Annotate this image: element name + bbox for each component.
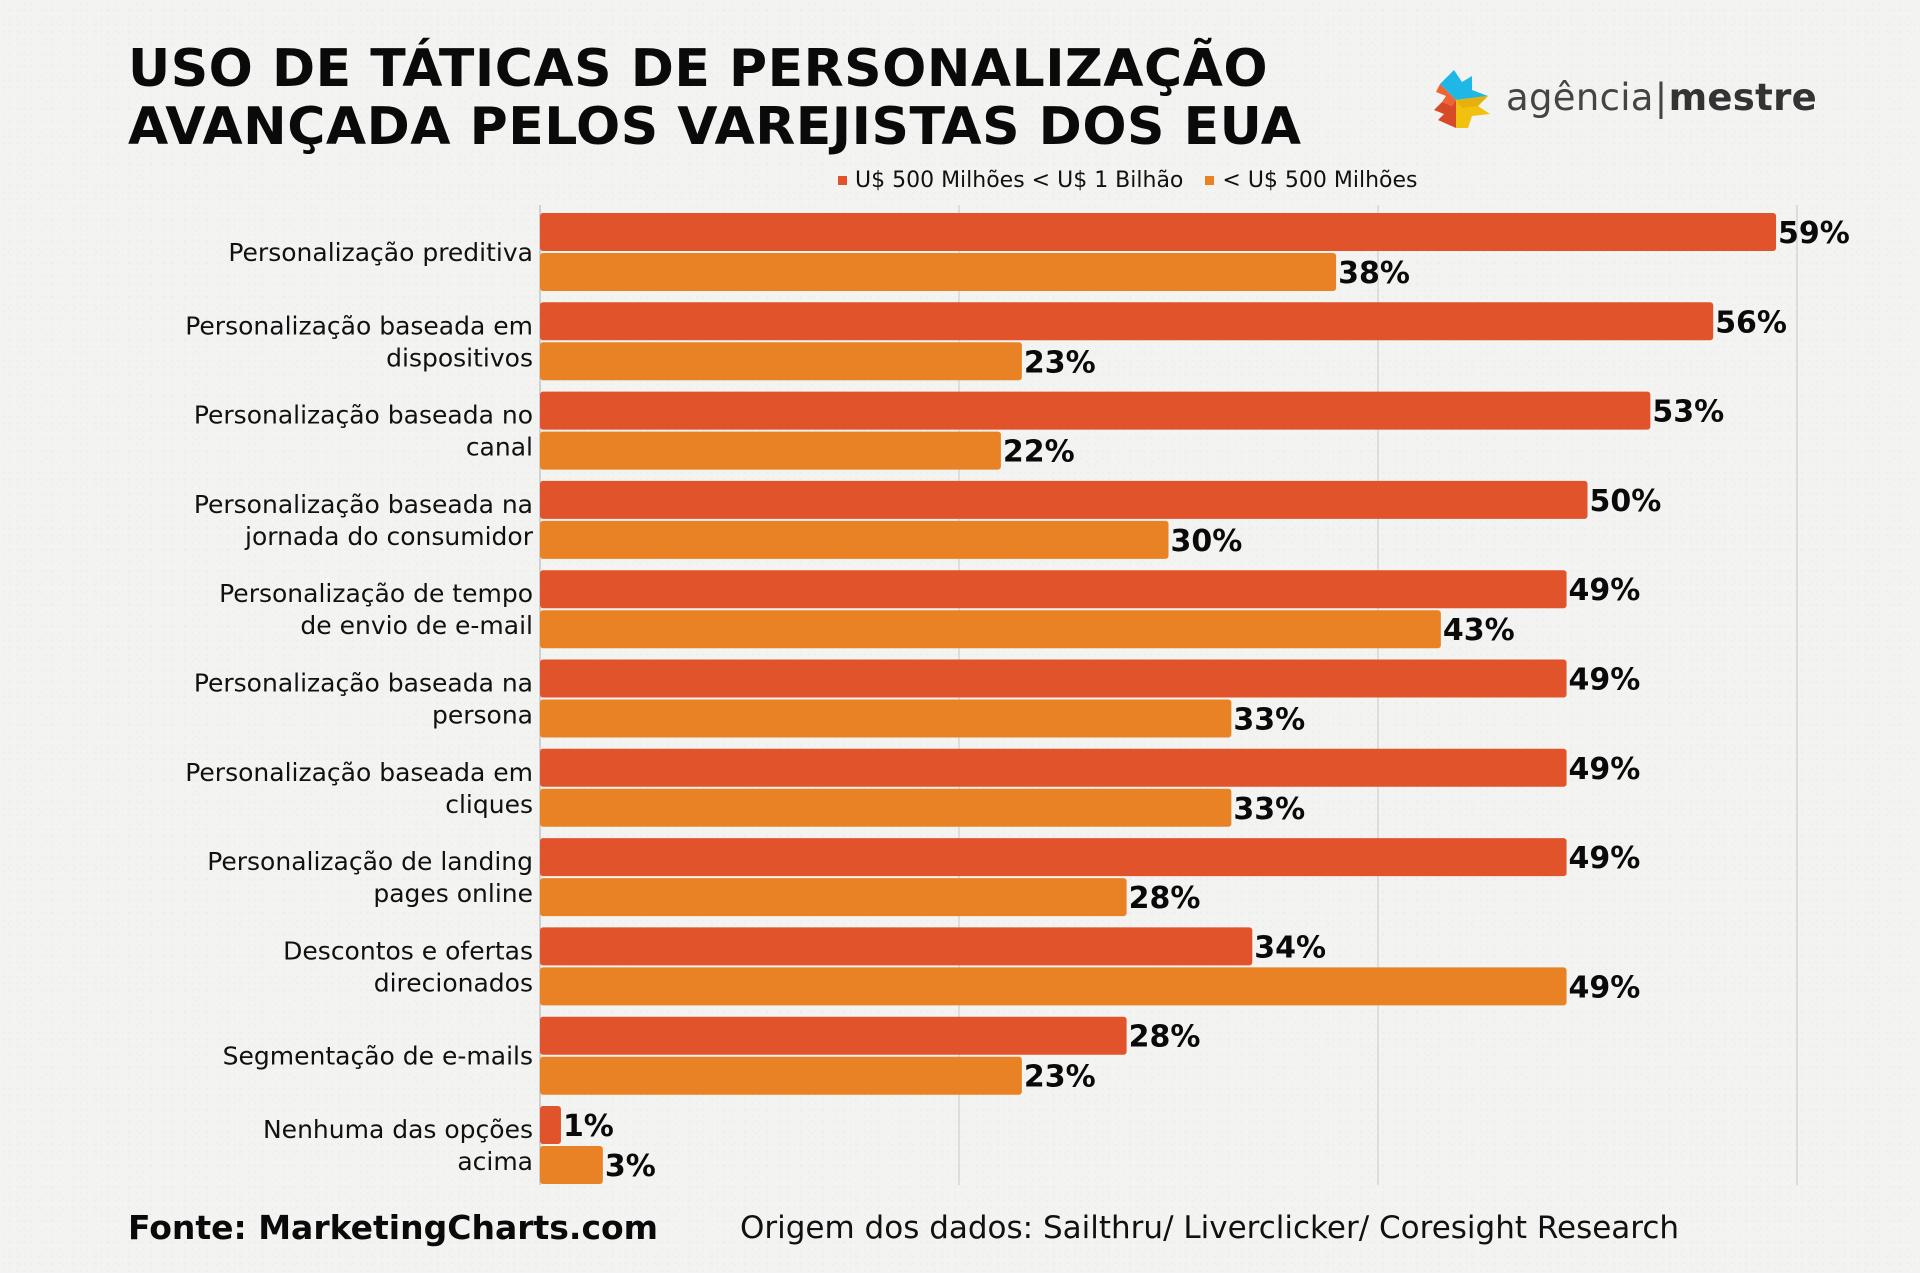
bar-8-series-2 bbox=[540, 878, 1127, 917]
chart-title-line-1: USO DE TÁTICAS DE PERSONALIZAÇÃO bbox=[128, 39, 1269, 99]
bar-4-series-1 bbox=[540, 480, 1588, 519]
category-label-6-line-2: persona bbox=[432, 701, 533, 730]
category-label-11-line-1: Nenhuma das opções bbox=[263, 1115, 533, 1144]
bar-8-series-1 bbox=[540, 838, 1567, 877]
legend-swatch-series-2 bbox=[1205, 176, 1215, 185]
logo-separator: | bbox=[1654, 75, 1668, 119]
value-label-5-series-1: 49% bbox=[1569, 573, 1641, 608]
category-label-2-line-2: dispositivos bbox=[386, 343, 533, 372]
value-label-2-series-2: 23% bbox=[1024, 345, 1096, 380]
category-label-6-line-1: Personalização baseada na bbox=[194, 669, 533, 698]
value-label-4-series-2: 30% bbox=[1171, 524, 1243, 559]
value-label-4-series-1: 50% bbox=[1590, 484, 1662, 519]
bar-10-series-1 bbox=[540, 1016, 1127, 1055]
value-label-3-series-1: 53% bbox=[1652, 395, 1724, 430]
category-label-4-line-2: jornada do consumidor bbox=[244, 522, 534, 551]
bar-9-series-1 bbox=[540, 927, 1253, 966]
bar-3-series-2 bbox=[540, 431, 1001, 470]
source-credit: Fonte: MarketingCharts.com bbox=[128, 1208, 659, 1247]
value-label-1-series-2: 38% bbox=[1338, 256, 1410, 291]
bar-9-series-2 bbox=[540, 967, 1567, 1006]
bar-2-series-1 bbox=[540, 302, 1714, 341]
bar-6-series-2 bbox=[540, 699, 1232, 738]
value-label-5-series-2: 43% bbox=[1443, 613, 1515, 648]
value-label-11-series-2: 3% bbox=[605, 1149, 656, 1184]
category-label-8-line-1: Personalização de landing bbox=[207, 847, 533, 876]
agencia-mestre-logo: agência|mestre bbox=[1432, 62, 1817, 132]
bar-11-series-2 bbox=[540, 1146, 603, 1184]
value-label-6-series-1: 49% bbox=[1569, 663, 1641, 698]
agencia-mestre-star-logo-icon bbox=[1434, 70, 1490, 128]
legend-item-series-2: < U$ 500 Milhões bbox=[1205, 168, 1418, 193]
logo-wordmark: agência|mestre bbox=[1506, 76, 1817, 119]
logo-text-mestre: mestre bbox=[1668, 75, 1818, 119]
value-label-7-series-2: 33% bbox=[1233, 792, 1305, 827]
bar-1-series-1 bbox=[540, 213, 1777, 251]
bar-1-series-2 bbox=[540, 253, 1337, 291]
bars bbox=[540, 213, 1777, 1184]
bar-10-series-2 bbox=[540, 1056, 1022, 1095]
bar-7-series-2 bbox=[540, 788, 1232, 827]
category-label-3-line-2: canal bbox=[466, 433, 533, 462]
category-label-7-line-2: cliques bbox=[445, 790, 533, 819]
value-label-11-series-1: 1% bbox=[563, 1109, 614, 1144]
category-label-4-line-1: Personalização baseada na bbox=[194, 490, 533, 519]
category-labels: Personalização preditiva Personalização b… bbox=[185, 238, 533, 1176]
bar-2-series-2 bbox=[540, 342, 1022, 381]
value-label-6-series-2: 33% bbox=[1233, 703, 1305, 738]
category-label-9-line-1: Descontos e ofertas bbox=[283, 936, 533, 965]
logo-text-agencia: agência bbox=[1506, 75, 1654, 119]
value-label-10-series-1: 28% bbox=[1129, 1020, 1201, 1055]
bar-11-series-1 bbox=[540, 1106, 561, 1144]
value-label-8-series-2: 28% bbox=[1129, 881, 1201, 916]
value-label-7-series-1: 49% bbox=[1569, 752, 1641, 787]
chart-title-line-2: AVANÇADA PELOS VAREJISTAS DOS EUA bbox=[128, 97, 1302, 157]
bar-3-series-1 bbox=[540, 391, 1651, 430]
legend-label-series-2: < U$ 500 Milhões bbox=[1222, 168, 1418, 193]
legend-item-series-1: U$ 500 Milhões < U$ 1 Bilhão bbox=[838, 168, 1183, 193]
category-label-11-line-2: acima bbox=[457, 1147, 533, 1176]
bar-6-series-1 bbox=[540, 659, 1567, 698]
value-labels: 59% 38% 56% 23% 53% 22% 50% 30% 49% 43% 49% 33% 49% 3… bbox=[563, 216, 1850, 1184]
value-label-3-series-2: 22% bbox=[1003, 435, 1075, 470]
bar-7-series-1 bbox=[540, 748, 1567, 787]
data-origin: Origem dos dados: Sailthru/ Liverclicker… bbox=[740, 1210, 1680, 1246]
category-label-2-line-1: Personalização baseada em bbox=[185, 311, 533, 340]
chart-title: USO DE TÁTICAS DE PERSONALIZAÇÃO AVANÇAD… bbox=[128, 40, 1302, 156]
bar-4-series-2 bbox=[540, 520, 1169, 559]
chart-legend: U$ 500 Milhões < U$ 1 Bilhão < U$ 500 Mi… bbox=[838, 168, 1440, 193]
category-label-5-line-2: de envio de e-mail bbox=[300, 611, 533, 640]
legend-label-series-1: U$ 500 Milhões < U$ 1 Bilhão bbox=[855, 168, 1184, 193]
category-label-3-line-1: Personalização baseada no bbox=[194, 401, 533, 430]
value-label-9-series-1: 34% bbox=[1254, 930, 1326, 965]
value-label-8-series-1: 49% bbox=[1569, 841, 1641, 876]
value-label-9-series-2: 49% bbox=[1569, 970, 1641, 1005]
value-label-2-series-1: 56% bbox=[1715, 305, 1787, 340]
category-label-1: Personalização preditiva bbox=[228, 238, 533, 267]
category-label-5-line-1: Personalização de tempo bbox=[219, 579, 533, 608]
legend-swatch-series-1 bbox=[838, 176, 847, 185]
bar-5-series-1 bbox=[540, 570, 1567, 609]
category-label-9-line-2: direcionados bbox=[374, 968, 533, 997]
category-label-7-line-1: Personalização baseada em bbox=[185, 758, 533, 787]
value-label-1-series-1: 59% bbox=[1778, 216, 1850, 251]
value-label-10-series-2: 23% bbox=[1024, 1060, 1096, 1095]
category-label-10: Segmentação de e-mails bbox=[223, 1042, 533, 1071]
category-label-8-line-2: pages online bbox=[373, 879, 533, 908]
bar-5-series-2 bbox=[540, 610, 1441, 649]
